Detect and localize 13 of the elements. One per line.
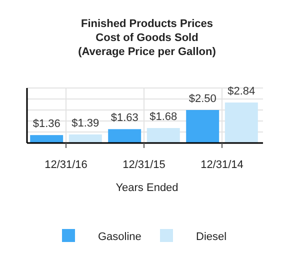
x-tick-label: 12/31/16 — [44, 159, 88, 171]
legend-label: Gasoline — [98, 231, 142, 243]
x-tick-label: 12/31/14 — [200, 159, 244, 171]
x-tick-label: 12/31/15 — [122, 159, 166, 171]
data-label: $2.50 — [188, 93, 216, 105]
legend-label: Diesel — [196, 231, 227, 243]
data-label: $1.39 — [72, 117, 100, 130]
x-axis-title: Years Ended — [116, 182, 178, 194]
data-label: $1.68 — [150, 111, 178, 124]
data-label: $2.84 — [228, 86, 256, 98]
data-label: $1.36 — [32, 118, 60, 130]
chart-title: Finished Products Prices Cost of Goods Sold (Average Price per Gallon) — [78, 18, 216, 58]
data-label: $1.63 — [110, 112, 138, 124]
